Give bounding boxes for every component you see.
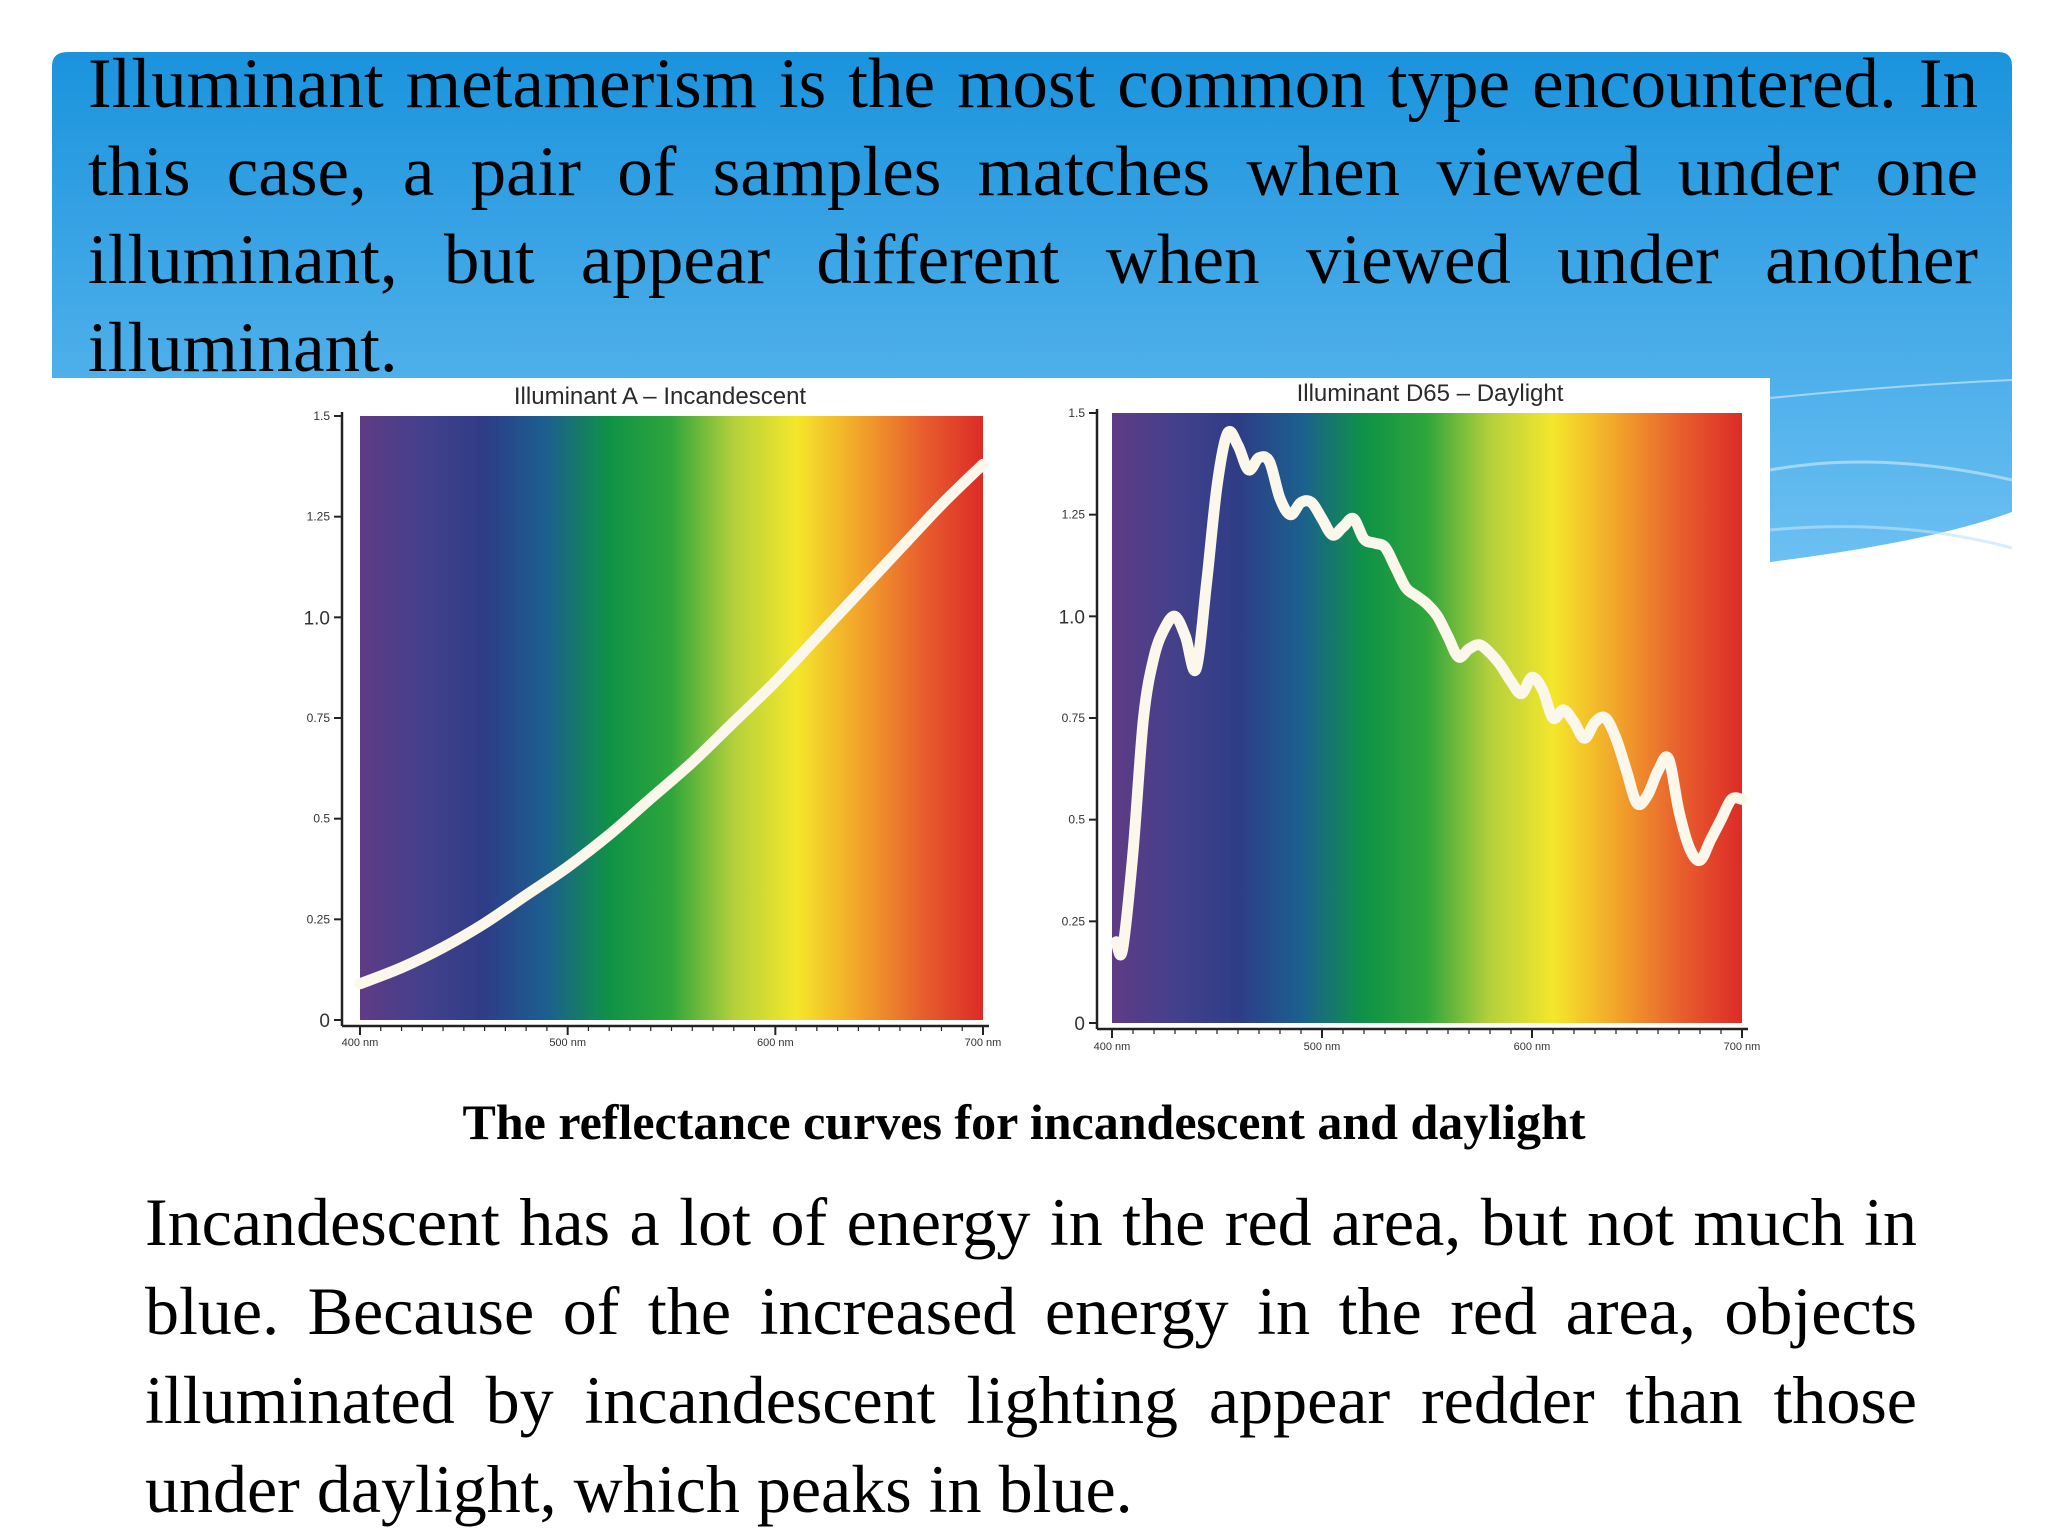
y-tick-label: 1.5 <box>1068 406 1085 420</box>
y-tick-label: 0 <box>1074 1014 1085 1035</box>
chart-1: Illuminant A – Incandescent 0 0.25 0.5 0.75 1… <box>304 383 1002 1049</box>
x-tick-label: 500 nm <box>549 1037 586 1049</box>
y-tick-label: 0.75 <box>307 711 331 725</box>
chart-2: Illuminant D65 – Daylight 0 0.25 0.5 0.75 1.0… <box>1059 380 1761 1053</box>
chart-panel: Illuminant A – Incandescent 0 0.25 0.5 0.75 1… <box>0 378 1770 1080</box>
banner-shape <box>52 52 2012 562</box>
y-tick-label: 0.75 <box>1062 711 1086 725</box>
x-tick-label: 700 nm <box>1724 1041 1761 1053</box>
y-tick-label: 1.0 <box>1059 607 1085 628</box>
y-tick-label: 1.0 <box>304 608 330 629</box>
figure-caption: The reflectance curves for incandescent … <box>462 1094 1586 1150</box>
chart-title: Illuminant D65 – Daylight <box>1297 380 1564 407</box>
banner-wave-line <box>1769 525 2013 550</box>
x-tick-label: 600 nm <box>757 1037 794 1049</box>
header-banner <box>52 52 2013 562</box>
x-tick-label: 400 nm <box>342 1037 379 1049</box>
y-tick-label: 1.25 <box>1062 508 1086 522</box>
body-paragraph: Incandescent has a lot of energy in the … <box>145 1184 1917 1527</box>
x-tick-label: 400 nm <box>1094 1041 1131 1053</box>
y-tick-label: 0.5 <box>313 812 330 826</box>
x-tick-label: 600 nm <box>1514 1041 1551 1053</box>
slide-heading: Illuminant metamerism is the most common… <box>88 45 1978 387</box>
reflectance-charts: Illuminant A – Incandescent 0 0.25 0.5 0.75 1… <box>304 380 1761 1053</box>
y-tick-label: 1.5 <box>313 409 330 423</box>
banner-wave-line <box>1769 460 2013 482</box>
series-line <box>1110 426 1748 961</box>
y-tick-label: 0 <box>319 1011 330 1032</box>
x-tick-label: 500 nm <box>1304 1041 1341 1053</box>
y-tick-label: 0.25 <box>307 912 331 926</box>
spectrum-background <box>1112 413 1742 1023</box>
series-line <box>354 458 989 990</box>
y-tick-label: 0.25 <box>1062 914 1086 928</box>
spectrum-background <box>360 416 983 1020</box>
banner-wave-line <box>1769 379 2013 399</box>
x-tick-label: 700 nm <box>965 1037 1002 1049</box>
chart-title: Illuminant A – Incandescent <box>514 383 807 410</box>
y-tick-label: 0.5 <box>1068 813 1085 827</box>
y-tick-label: 1.25 <box>307 510 331 524</box>
